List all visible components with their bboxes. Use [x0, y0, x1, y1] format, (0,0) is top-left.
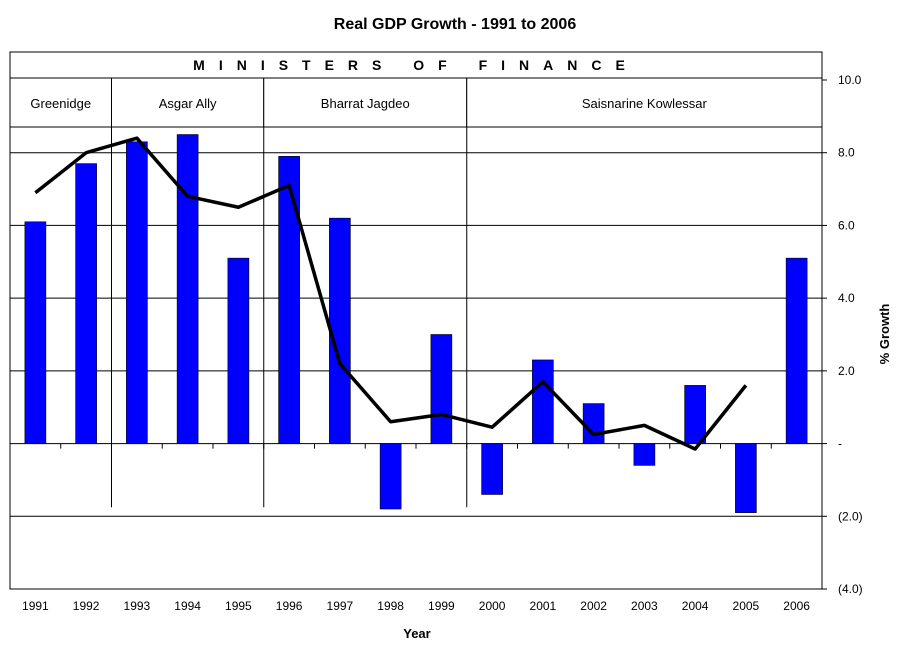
- y-axis-ticks: 10.0 8.0 6.0 4.0 2.0 - (2.0) (4.0): [822, 73, 863, 596]
- x-axis-title: Year: [403, 626, 430, 641]
- x-tick-2005: 2005: [733, 599, 760, 613]
- bar-1999: [430, 334, 453, 444]
- y-tick-label-7: (4.0): [838, 582, 863, 596]
- x-tick-2006: 2006: [783, 599, 810, 613]
- bar-1997: [329, 217, 351, 444]
- x-tick-1995: 1995: [225, 599, 252, 613]
- x-tick-2002: 2002: [580, 599, 607, 613]
- bar-2002: [582, 403, 605, 444]
- x-axis-ticks: 1991 1992 1993 1994 1995 1996 1997 1998 1999 2000…: [9, 443, 823, 613]
- y-tick-label-1: 8.0: [838, 146, 855, 160]
- x-tick-1998: 1998: [377, 599, 404, 613]
- bar-1992: [75, 163, 97, 444]
- x-tick-2004: 2004: [682, 599, 709, 613]
- bar-2001: [532, 359, 554, 444]
- bar-series: [24, 134, 808, 513]
- minister-box-1: [111, 77, 265, 128]
- x-tick-2001: 2001: [530, 599, 557, 613]
- x-tick-1996: 1996: [276, 599, 303, 613]
- x-tick-1999: 1999: [428, 599, 455, 613]
- minister-box-3: [466, 77, 823, 128]
- y-tick-label-5: -: [838, 437, 842, 451]
- chart-title: Real GDP Growth - 1991 to 2006: [334, 16, 577, 33]
- y-tick-label-0: 10.0: [838, 73, 862, 87]
- bar-1994: [176, 134, 199, 444]
- x-tick-1992: 1992: [73, 599, 100, 613]
- bar-2003: [633, 443, 656, 466]
- x-tick-1991: 1991: [22, 599, 49, 613]
- x-tick-1997: 1997: [327, 599, 354, 613]
- bar-1996: [278, 156, 300, 444]
- bar-1991: [24, 221, 47, 444]
- bar-1998: [379, 443, 402, 510]
- bar-1995: [227, 257, 250, 444]
- minister-label-0: Greenidge: [30, 96, 91, 111]
- minister-panel: Greenidge Asgar Ally Bharrat Jagdeo Saisnar…: [9, 77, 823, 508]
- minister-label-2: Bharrat Jagdeo: [321, 96, 410, 111]
- bar-2000: [481, 443, 503, 495]
- y-axis-title: % Growth: [877, 304, 892, 365]
- y-tick-label-2: 6.0: [838, 218, 855, 232]
- y-tick-label-6: (2.0): [838, 509, 863, 523]
- minister-box-2: [263, 77, 468, 128]
- bar-2006: [785, 257, 808, 444]
- bar-2004: [684, 385, 706, 444]
- banner-box: [9, 51, 823, 79]
- x-tick-2003: 2003: [631, 599, 658, 613]
- line-series: [34, 136, 748, 451]
- banner-ministers-of-finance: MINISTERS OF FINANCE: [193, 57, 639, 73]
- minister-label-3: Saisnarine Kowlessar: [582, 96, 708, 111]
- minister-box-0: [9, 77, 112, 128]
- bar-2005: [735, 443, 757, 513]
- minister-label-1: Asgar Ally: [159, 96, 217, 111]
- x-tick-2000: 2000: [479, 599, 506, 613]
- bar-1993: [126, 141, 148, 444]
- x-tick-1994: 1994: [174, 599, 201, 613]
- x-tick-1993: 1993: [124, 599, 151, 613]
- y-tick-label-3: 4.0: [838, 291, 855, 305]
- y-tick-label-4: 2.0: [838, 364, 855, 378]
